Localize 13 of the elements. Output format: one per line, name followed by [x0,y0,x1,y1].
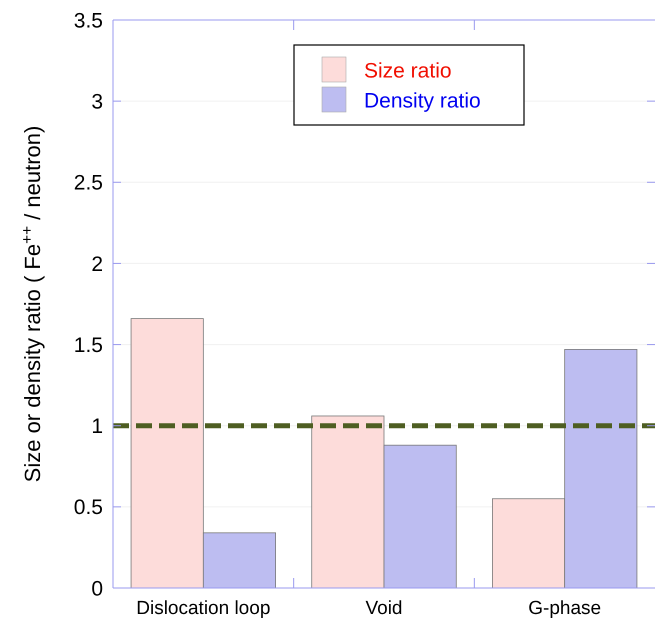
x-tick-label: Dislocation loop [136,598,270,619]
x-tick-label: G-phase [528,598,602,619]
y-tick-label: 1.5 [74,334,103,357]
y-tick-label: 3 [91,90,103,114]
legend-label: Density ratio [364,89,481,112]
legend-label: Size ratio [364,59,452,82]
y-tick-label: 3.5 [74,9,103,32]
y-tick-label: 1 [91,415,103,438]
y-tick-label: 0.5 [74,496,103,520]
y-tick-label: 2 [91,252,103,276]
y-tick-label: 2.5 [74,172,103,195]
x-tick-label: Void [366,598,402,619]
y-tick-label: 0 [91,577,103,600]
